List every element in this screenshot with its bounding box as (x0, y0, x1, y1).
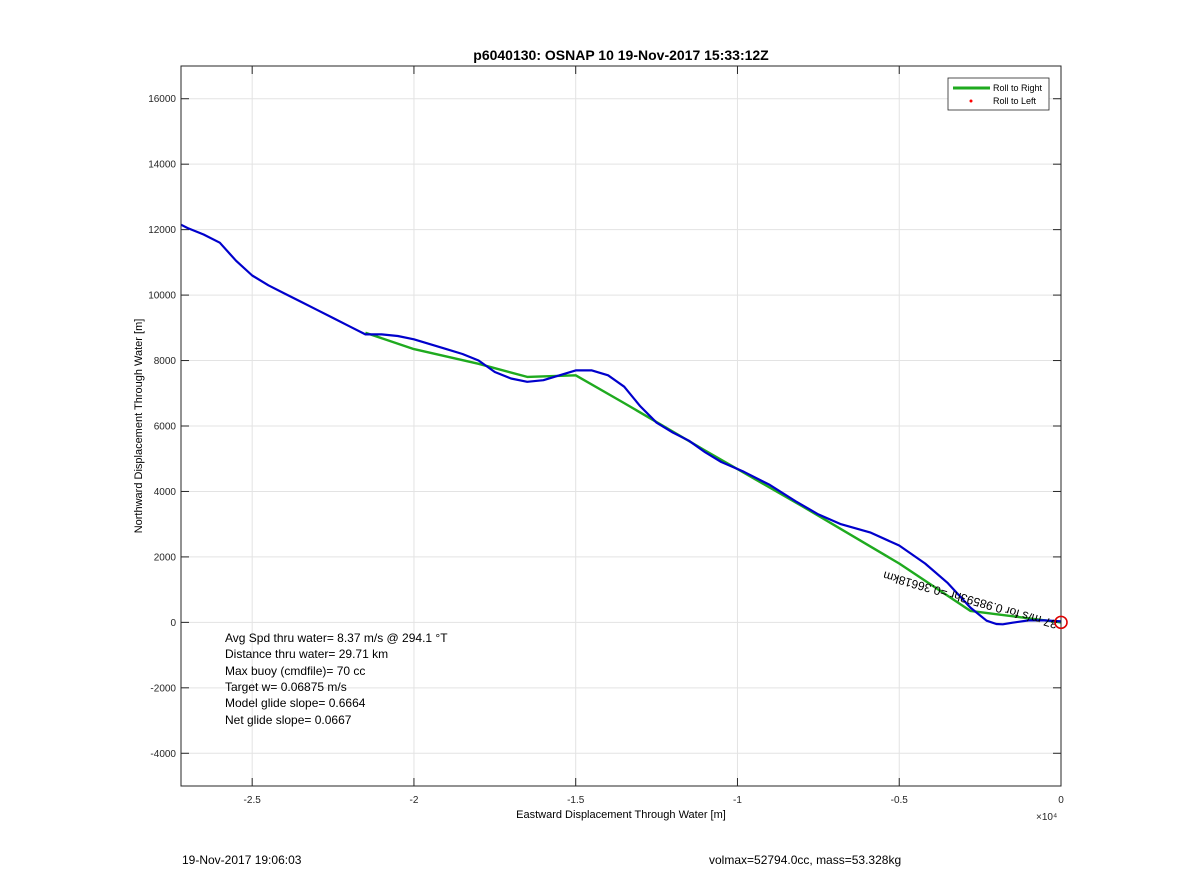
x-axis-label: Eastward Displacement Through Water [m] (516, 809, 726, 821)
x-tick-label: -2.5 (244, 795, 262, 806)
y-tick-label: -4000 (150, 749, 176, 760)
end-position-marker (1054, 615, 1068, 630)
x-tick-label: 0 (1058, 795, 1064, 806)
x-tick-label: -1 (733, 795, 742, 806)
x-axis-ticks: -2.5 -2 -1.5 -1 -0.5 0 (244, 66, 1064, 806)
legend-box (947, 77, 1050, 111)
stats-annotations: Avg Spd thru water= 8.37 m/s @ 294.1 °T … (225, 631, 448, 727)
plot-area-frame (180, 65, 1062, 787)
series-line-track (180, 223, 1062, 626)
y-tick-label: 0 (170, 618, 176, 629)
y-tick-label: 8000 (154, 356, 177, 367)
y-tick-label: 6000 (154, 422, 177, 433)
legend-label-roll-right: Roll to Right (993, 83, 1043, 93)
footer-vehicle-params: volmax=52794.0cc, mass=53.328kg (709, 853, 902, 867)
annotation-distance: Distance thru water= 29.71 km (225, 647, 388, 661)
legend-swatch-roll-left (969, 99, 973, 103)
annotation-target-w: Target w= 0.06875 m/s (225, 680, 347, 694)
footer-timestamp: 19-Nov-2017 19:06:03 (182, 853, 302, 867)
series-lines (180, 223, 1062, 626)
y-axis-label: Northward Displacement Through Water [m] (133, 319, 145, 534)
y-axis-ticks: -4000 -2000 0 2000 4000 6000 8000 10000 12000 140… (148, 94, 1061, 760)
x-axis-exponent: ×10⁴ (1036, 812, 1057, 823)
annotation-max-buoy: Max buoy (cmdfile)= 70 cc (225, 664, 365, 678)
annotation-avg-speed: Avg Spd thru water= 8.37 m/s @ 294.1 °T (225, 631, 448, 645)
series-line-roll-right (365, 331, 1062, 624)
x-tick-label: -1.5 (567, 795, 585, 806)
y-tick-label: 14000 (148, 160, 176, 171)
x-tick-label: -2 (409, 795, 418, 806)
annotation-model-glide: Model glide slope= 0.6664 (225, 696, 366, 710)
y-tick-label: 12000 (148, 225, 176, 236)
y-tick-label: 4000 (154, 487, 177, 498)
chart-title: p6040130: OSNAP 10 19-Nov-2017 15:33:12Z (473, 47, 769, 63)
annotation-net-glide: Net glide slope= 0.0667 (225, 713, 352, 727)
x-tick-label: -0.5 (891, 795, 909, 806)
legend-label-roll-left: Roll to Left (993, 96, 1037, 106)
y-tick-label: 10000 (148, 291, 176, 302)
y-tick-label: -2000 (150, 683, 176, 694)
legend: Roll to Right Roll to Left (947, 77, 1050, 111)
y-tick-label: 16000 (148, 94, 176, 105)
y-tick-label: 2000 (154, 552, 177, 563)
